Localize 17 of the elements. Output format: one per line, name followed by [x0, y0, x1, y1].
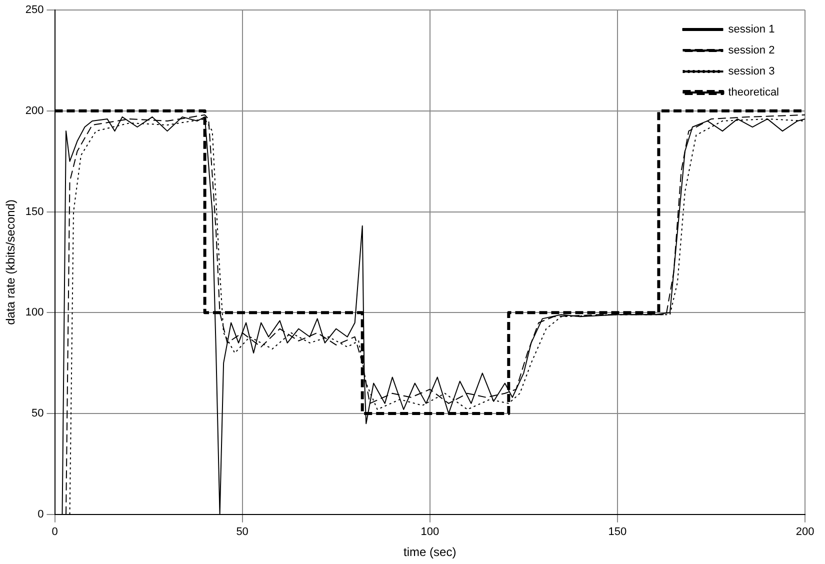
y-tick-label: 150	[25, 206, 44, 218]
legend-label: theoretical	[728, 86, 780, 99]
y-tick-label: 250	[25, 4, 44, 16]
legend-label: session 3	[728, 66, 775, 78]
x-tick-label: 0	[52, 526, 58, 538]
x-tick-label: 200	[796, 526, 814, 538]
y-tick-label: 50	[32, 408, 44, 420]
y-tick-label: 100	[25, 306, 44, 319]
x-tick-label: 100	[420, 526, 440, 538]
x-tick-label: 50	[236, 526, 248, 538]
legend-label: session 1	[728, 24, 775, 36]
legend-label: session 2	[728, 44, 775, 57]
x-axis-title: time (sec)	[404, 545, 456, 560]
y-axis-title: data rate (kbits/second)	[4, 199, 18, 325]
y-tick-label: 0	[38, 508, 44, 520]
x-tick-label: 150	[608, 526, 627, 538]
y-tick-label: 200	[25, 104, 44, 117]
